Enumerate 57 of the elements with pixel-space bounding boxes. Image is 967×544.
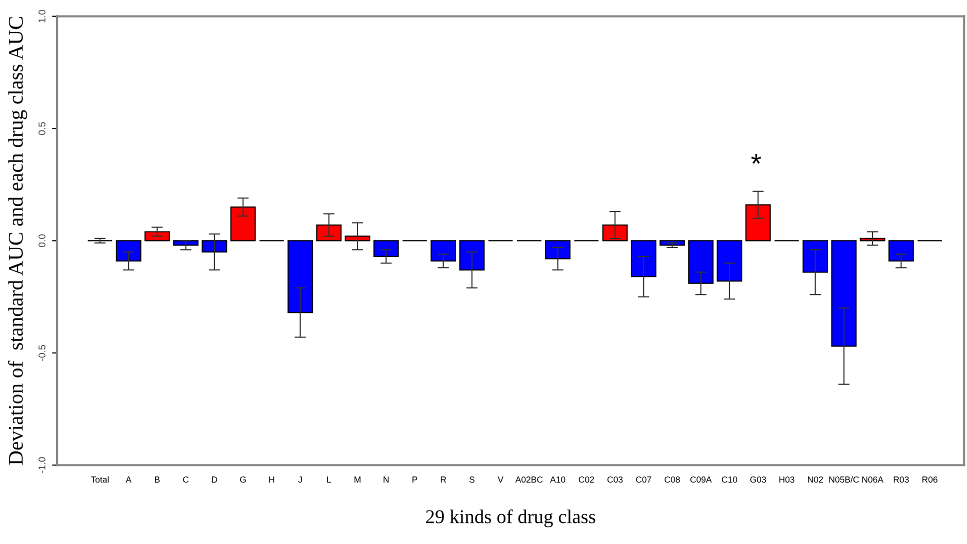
x-tick-label: R06 <box>922 476 938 483</box>
bar <box>430 240 456 262</box>
x-tick-label: H <box>269 476 274 483</box>
x-axis-title: 29 kinds of drug class <box>426 509 596 528</box>
x-tick-label: N02 <box>808 476 823 483</box>
x-tick-label: G03 <box>750 476 766 483</box>
bar <box>630 240 656 278</box>
x-tick-label: N <box>384 476 389 483</box>
x-tick-label: G <box>240 476 246 483</box>
bar <box>802 240 828 273</box>
bar <box>316 224 342 242</box>
x-tick-label: A10 <box>550 476 566 483</box>
bar <box>688 240 714 284</box>
x-tick-label: S <box>469 476 474 483</box>
x-tick-label: N05B/C <box>829 476 859 483</box>
bar <box>860 238 886 242</box>
bar <box>745 204 771 242</box>
x-tick-label: M <box>354 476 360 483</box>
x-tick-label: C03 <box>607 476 623 483</box>
bar <box>716 240 742 282</box>
x-tick-label: L <box>327 476 332 483</box>
bar <box>831 240 857 347</box>
y-tick-label: 1.0 <box>38 10 46 22</box>
y-tick-label: -1.0 <box>38 457 46 474</box>
x-tick-label: C09A <box>690 476 712 483</box>
bar <box>602 224 628 242</box>
bar <box>288 240 313 314</box>
x-tick-label: N06A <box>862 476 884 483</box>
x-tick-label: C07 <box>636 476 652 483</box>
bar <box>545 240 571 260</box>
y-tick-label: 0.5 <box>38 122 46 135</box>
y-axis-title: Deviation of standard AUC and each drug class AUC <box>8 17 28 465</box>
x-tick-label: D <box>212 476 218 483</box>
bar <box>373 240 399 257</box>
x-tick-label: Total <box>90 476 109 483</box>
y-tick-label: -0.5 <box>38 344 46 361</box>
x-tick-label: C <box>183 476 189 483</box>
x-tick-label: A02BC <box>515 476 543 483</box>
y-tick-label: 0.0 <box>38 234 46 248</box>
x-tick-label: B <box>155 476 160 483</box>
bar <box>459 240 485 270</box>
x-tick-label: C10 <box>722 476 738 483</box>
x-tick-label: P <box>412 476 418 483</box>
annotation: * <box>751 154 762 164</box>
x-tick-label: A <box>126 476 132 483</box>
x-tick-label: J <box>298 476 302 483</box>
bar <box>230 206 256 242</box>
bar <box>116 240 142 262</box>
x-tick-label: C08 <box>664 476 680 483</box>
x-tick-label: V <box>498 476 504 483</box>
bar <box>202 240 228 252</box>
bar <box>344 236 370 242</box>
bar <box>888 240 914 262</box>
x-tick-label: H03 <box>779 476 794 483</box>
x-tick-label: C02 <box>578 476 594 483</box>
x-tick-label: R03 <box>894 476 909 483</box>
x-tick-label: R <box>440 476 446 483</box>
